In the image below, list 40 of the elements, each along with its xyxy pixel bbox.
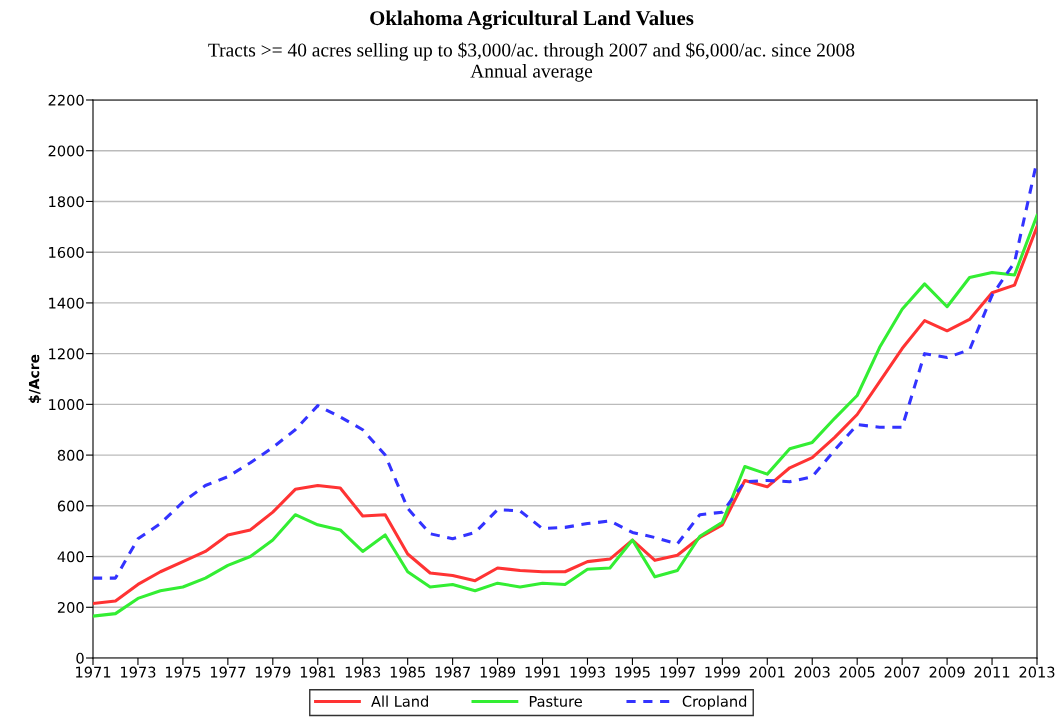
legend-label: All Land xyxy=(371,695,428,707)
x-tick-label: 1995 xyxy=(615,666,650,678)
x-tick-label: 1991 xyxy=(525,666,560,678)
legend-label: Cropland xyxy=(682,695,747,710)
y-tick-label: 1000 xyxy=(49,399,84,411)
x-tick-label: 2003 xyxy=(794,666,830,678)
y-tick-label: 200 xyxy=(57,601,84,614)
x-tick-label: 1977 xyxy=(210,666,246,678)
x-tick-label: 1999 xyxy=(705,666,740,678)
y-tick-label: 2200 xyxy=(48,94,84,106)
x-tick-label: 1973 xyxy=(121,666,156,678)
x-tick-label: 1989 xyxy=(480,666,516,678)
y-tick-label: 0 xyxy=(76,652,84,664)
x-tick-label: 1979 xyxy=(255,666,291,678)
x-tick-label: 1981 xyxy=(300,666,335,678)
x-tick-label: 2009 xyxy=(929,666,965,678)
y-tick-label: 800 xyxy=(57,449,84,461)
y-tick-label: 1200 xyxy=(49,348,84,360)
x-tick-label: 1987 xyxy=(435,666,470,678)
x-tick-label: 2011 xyxy=(974,666,1010,678)
y-tick-label: 2000 xyxy=(48,145,84,157)
x-tick-label: 2013 xyxy=(1019,666,1055,678)
y-tick-label: 1400 xyxy=(49,297,84,309)
x-tick-label: 1971 xyxy=(76,666,111,678)
x-tick-label: 2001 xyxy=(749,666,785,678)
y-axis-title: $/Acre xyxy=(28,354,42,403)
y-tick-label: 400 xyxy=(57,551,84,563)
x-tick-label: 1993 xyxy=(570,666,605,678)
x-tick-label: 1983 xyxy=(345,666,381,678)
x-tick-label: 1985 xyxy=(390,666,425,678)
x-tick-label: 2007 xyxy=(884,666,920,678)
y-tick-label: 600 xyxy=(57,500,84,512)
legend-label: Pasture xyxy=(529,696,582,707)
y-tick-label: 1800 xyxy=(49,196,84,208)
chart-title: Oklahoma Agricultural Land Values xyxy=(370,10,694,30)
x-tick-label: 1997 xyxy=(660,666,695,678)
y-tick-label: 1600 xyxy=(49,246,84,258)
x-tick-label: 1975 xyxy=(165,666,201,678)
x-tick-label: 2005 xyxy=(839,666,875,678)
chart-subtitle: Tracts >= 40 acres selling up to $3,000/ac. through 2007 and $6,000/ac. since 2008 Annual average xyxy=(208,42,855,82)
